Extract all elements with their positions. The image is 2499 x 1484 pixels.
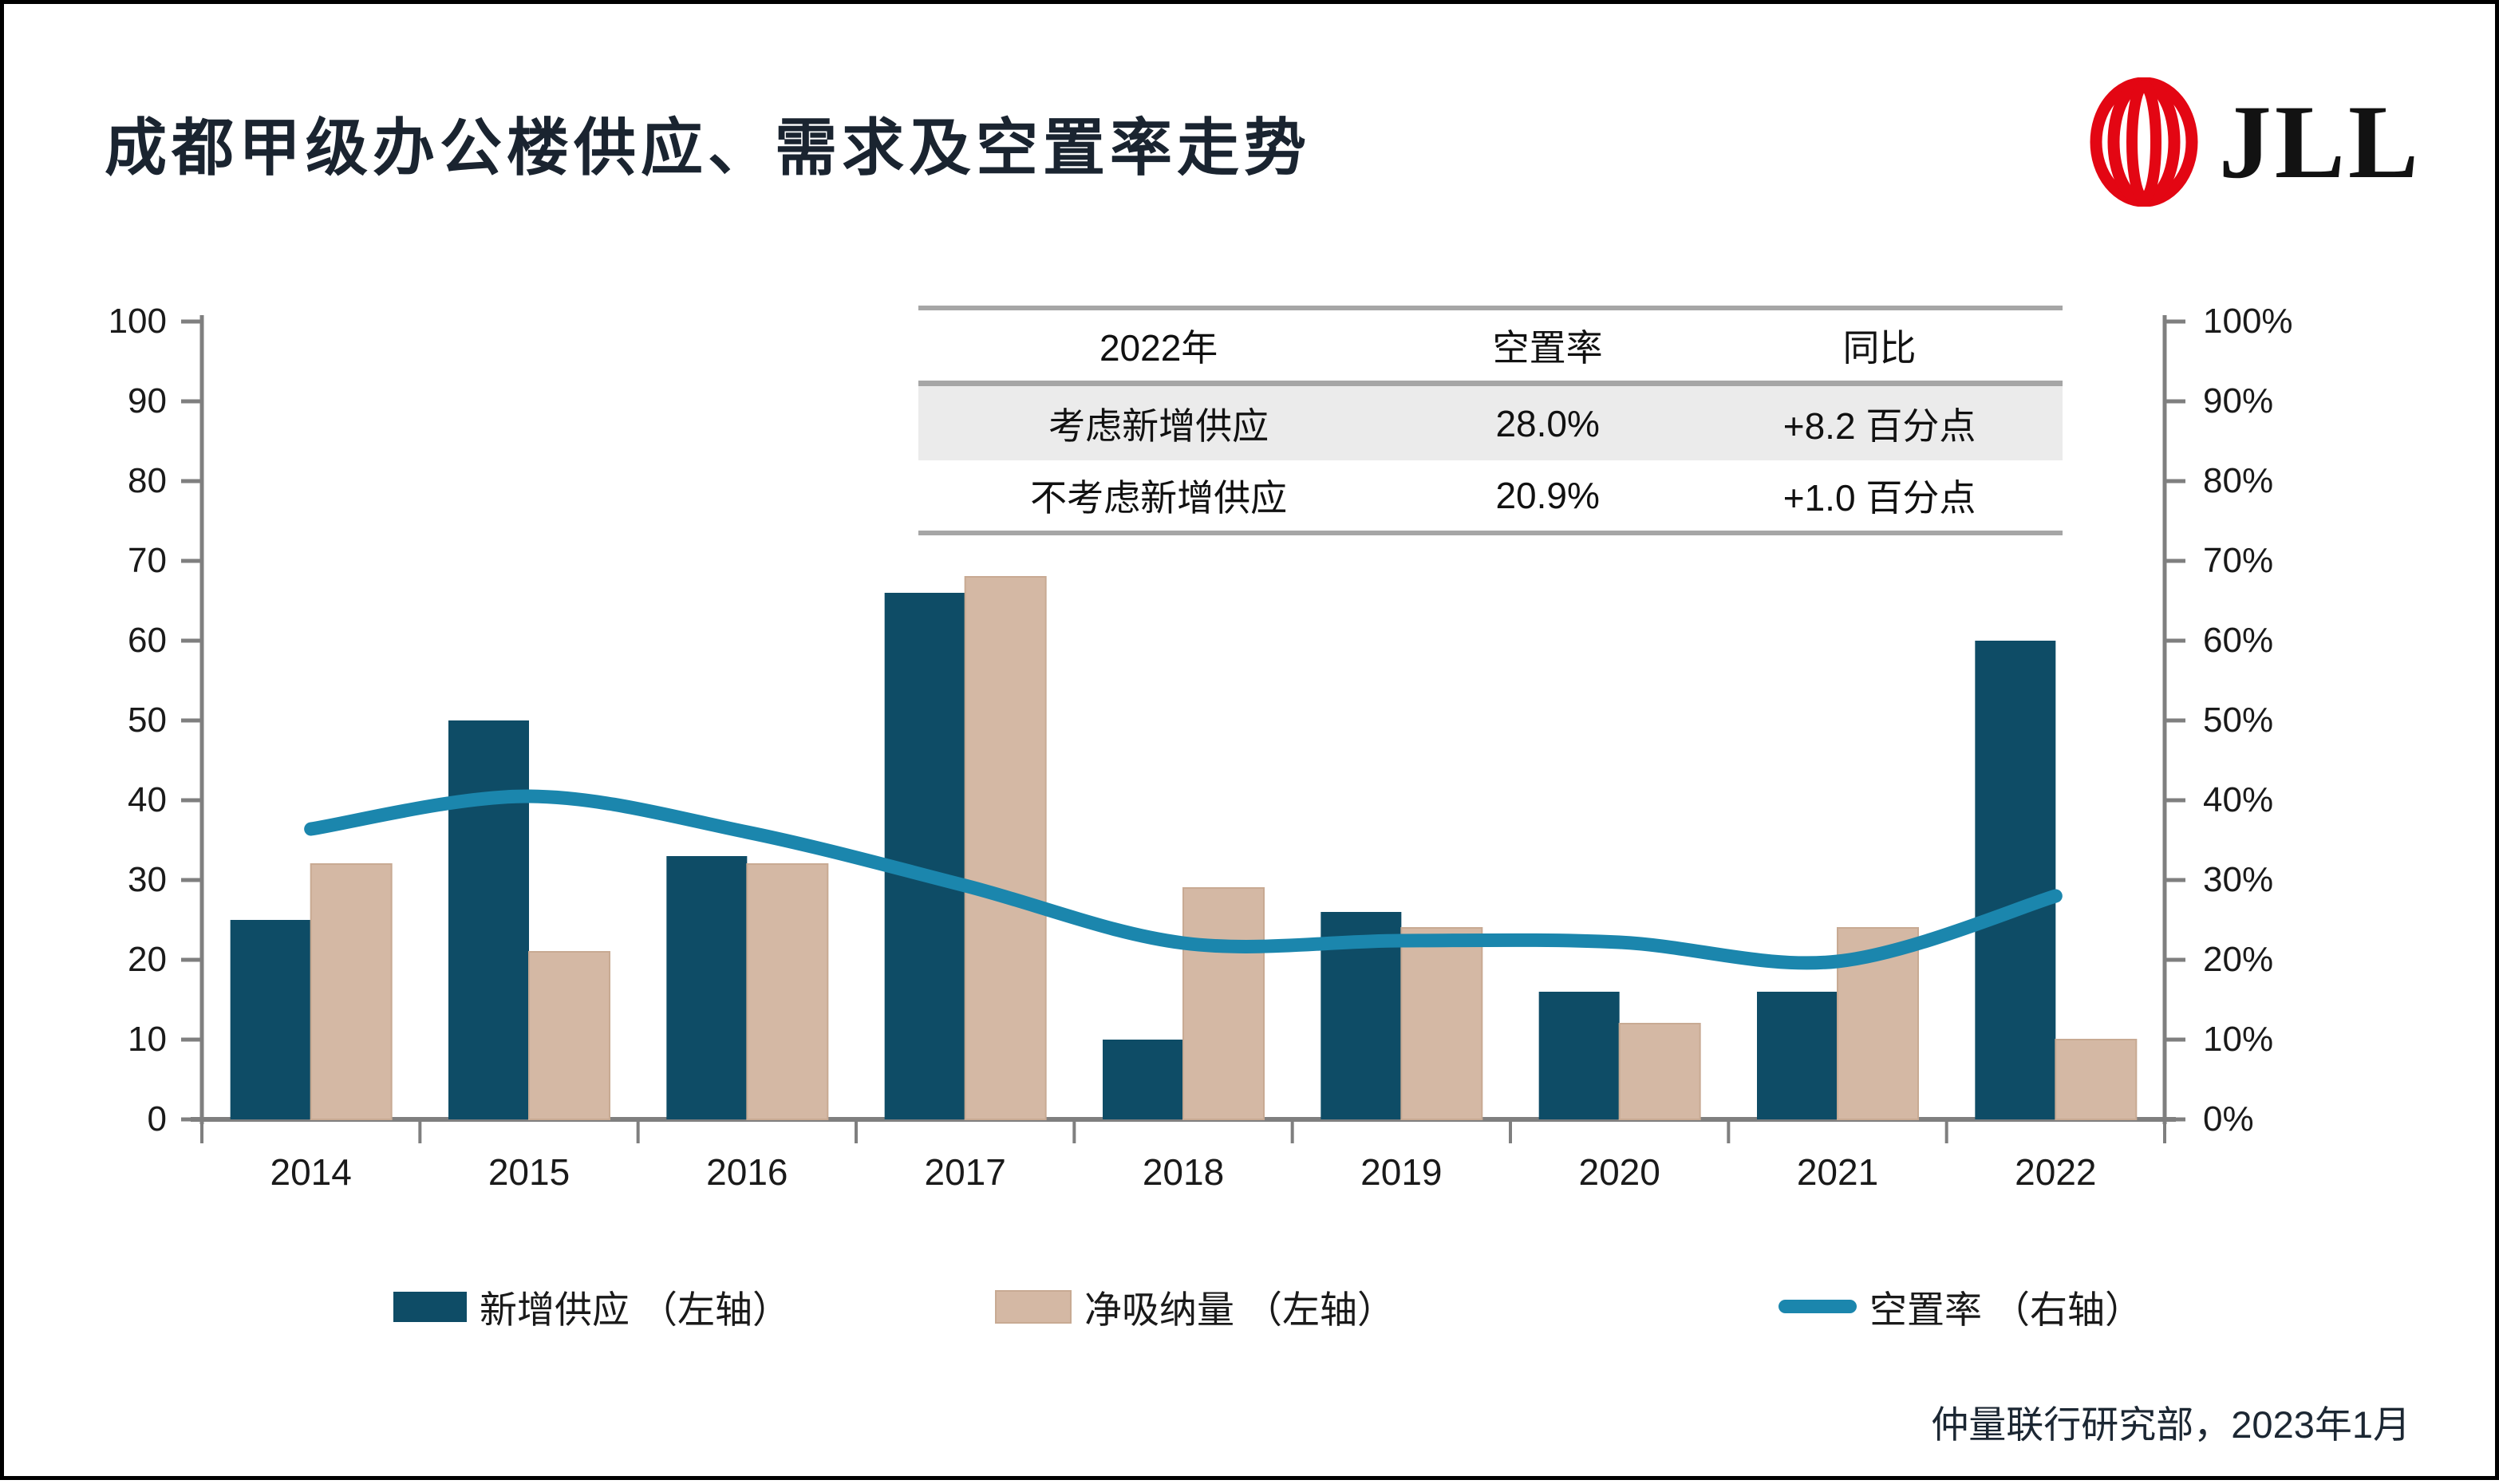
bar-supply-2014	[230, 920, 311, 1119]
row-label: 考虑新增供应	[1048, 405, 1269, 447]
left-axis-label: 100	[109, 302, 167, 341]
source-note: 仲量联行研究部，2023年1月	[1931, 1403, 2410, 1446]
legend-item-vacancy: 空置率 （右轴）	[1779, 1279, 2142, 1334]
left-axis-label: 40	[128, 780, 167, 819]
right-axis-label: 90%	[2203, 381, 2273, 420]
row-yoy: +8.2 百分点	[1782, 405, 1976, 447]
vacancy-summary-table: 2022年 空置率 同比 考虑新增供应 28.0% +8.2 百分点 不考虑新增…	[918, 306, 2063, 535]
left-axis-label: 70	[128, 541, 167, 580]
table-header-vacancy: 空置率	[1492, 327, 1603, 369]
bar-supply-2020	[1538, 992, 1620, 1119]
row-vacancy: 20.9%	[1495, 475, 1600, 516]
bar-absorption-2015	[528, 951, 610, 1120]
bar-supply-2018	[1103, 1040, 1183, 1119]
right-axis-label: 100%	[2203, 302, 2293, 341]
left-axis-label: 20	[128, 940, 167, 979]
left-axis-label: 80	[128, 461, 167, 500]
bar-supply-2017	[884, 593, 965, 1119]
right-axis-label: 40%	[2203, 780, 2273, 819]
x-axis-label: 2015	[488, 1151, 570, 1193]
x-axis-label: 2021	[1797, 1151, 1878, 1193]
x-axis-label: 2014	[270, 1151, 351, 1193]
left-axis-label: 50	[128, 701, 167, 740]
chart-canvas: 0 10 20 30 40 50 60 70 80 90 100 0% 10% 20% 30% 40% 50% 6…	[109, 302, 2293, 1193]
right-axis-label: 20%	[2203, 940, 2273, 979]
bar-supply-2021	[1757, 992, 1838, 1119]
right-axis-label: 80%	[2203, 461, 2273, 500]
row-vacancy: 28.0%	[1495, 402, 1600, 444]
bar-absorption-2022	[2055, 1039, 2138, 1120]
left-axis-label: 10	[128, 1020, 167, 1059]
table-row: 考虑新增供应 28.0% +8.2 百分点	[918, 386, 2063, 460]
right-axis-label: 30%	[2203, 860, 2273, 899]
right-axis-label: 50%	[2203, 701, 2273, 740]
legend-swatch-absorption	[995, 1289, 1072, 1324]
legend-label: 净吸纳量 （左轴）	[1084, 1289, 1396, 1331]
left-axis-label: 90	[128, 381, 167, 420]
right-axis-label: 10%	[2203, 1020, 2273, 1059]
right-axis-label: 0%	[2203, 1099, 2254, 1139]
left-axis-label: 30	[128, 860, 167, 899]
legend-swatch-vacancy	[1779, 1300, 1857, 1313]
legend-swatch-supply	[393, 1291, 467, 1322]
legend-label: 空置率 （右轴）	[1869, 1289, 2143, 1331]
bar-absorption-2018	[1182, 887, 1265, 1120]
jll-logo: JLL	[2090, 77, 2422, 207]
bar-supply-2016	[666, 856, 748, 1119]
legend-label: 新增供应 （左轴）	[480, 1289, 791, 1331]
bar-supply-2015	[448, 720, 529, 1119]
table-header-year: 2022年	[1099, 327, 1218, 369]
page-title: 成都甲级办公楼供应、需求及空置率走势	[105, 112, 1312, 183]
vacancy-rate-line	[304, 789, 2063, 970]
table-header-row: 2022年 空置率 同比	[918, 310, 2063, 386]
bar-absorption-2016	[746, 863, 829, 1120]
table-header-yoy: 同比	[1842, 327, 1917, 369]
bar-absorption-2014	[310, 863, 393, 1120]
left-axis-label: 60	[128, 621, 167, 660]
legend-item-supply: 新增供应 （左轴）	[393, 1279, 790, 1334]
x-axis-label: 2019	[1360, 1151, 1442, 1193]
table-row: 不考虑新增供应 20.9% +1.0 百分点	[918, 460, 2063, 531]
x-axis-label: 2022	[2015, 1151, 2096, 1193]
jll-globe-icon	[2090, 77, 2198, 207]
x-axis-label: 2020	[1578, 1151, 1660, 1193]
left-axis-label: 0	[148, 1099, 167, 1139]
row-label: 不考虑新增供应	[1030, 477, 1288, 519]
x-axis-label: 2018	[1143, 1151, 1224, 1193]
bar-absorption-2020	[1618, 1023, 1701, 1120]
legend-item-absorption: 净吸纳量 （左轴）	[995, 1279, 1395, 1334]
jll-logo-text: JLL	[2218, 83, 2422, 200]
bar-absorption-2017	[964, 576, 1047, 1120]
bar-absorption-2019	[1400, 927, 1483, 1120]
x-axis-label: 2017	[924, 1151, 1005, 1193]
x-axis-label: 2016	[706, 1151, 788, 1193]
right-axis-label: 70%	[2203, 541, 2273, 580]
row-yoy: +1.0 百分点	[1782, 477, 1976, 519]
right-axis-label: 60%	[2203, 621, 2273, 660]
bar-supply-2022	[1975, 641, 2056, 1119]
